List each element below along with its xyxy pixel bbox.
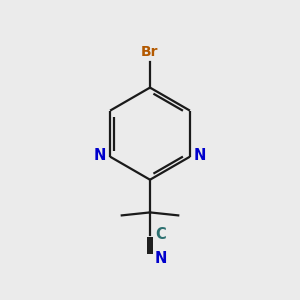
Text: N: N [94,148,106,163]
Text: C: C [155,227,166,242]
Text: N: N [154,251,167,266]
Text: Br: Br [141,45,159,59]
Text: N: N [194,148,206,163]
